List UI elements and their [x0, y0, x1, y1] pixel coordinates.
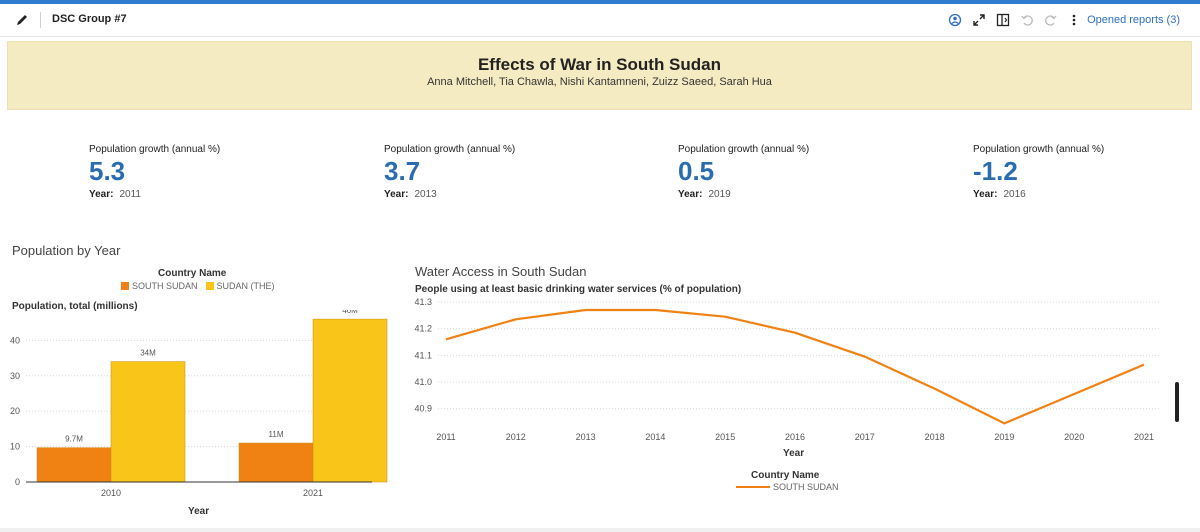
bar-y-axis-title: Population, total (millions)	[12, 301, 138, 312]
legend-label-south-sudan: SOUTH SUDAN	[132, 281, 198, 291]
kpi-label: Population growth (annual %)	[89, 144, 221, 155]
line-chart-title: Water Access in South Sudan	[415, 264, 587, 279]
x-tick-label: 2019	[994, 432, 1014, 442]
kpi-label: Population growth (annual %)	[384, 144, 516, 155]
y-tick-label: 0	[15, 477, 20, 487]
undo-icon[interactable]	[1019, 12, 1035, 28]
data-label: 11M	[269, 430, 284, 439]
kpi-year-label: Year:	[973, 189, 998, 200]
line-legend: SOUTH SUDAN	[736, 482, 839, 492]
kpi-year-value: 2013	[414, 189, 437, 200]
bar-chart-title: Population by Year	[12, 243, 121, 258]
bottom-edge	[0, 528, 1200, 532]
x-tick-label: 2014	[645, 432, 665, 442]
kpi-year: Year: 2016	[973, 189, 1173, 200]
toolbar-divider	[40, 12, 41, 28]
kpi-year-value: 2019	[708, 189, 731, 200]
bar-south-sudan-2010	[36, 447, 112, 483]
line-y-axis-title: People using at least basic drinking wat…	[415, 284, 742, 295]
kpi-year-value: 2011	[119, 189, 141, 200]
y-tick-label: 20	[10, 406, 20, 416]
y-tick-label: 41.1	[414, 350, 432, 360]
kpi-tile[interactable]: Population growth (annual %) 3.7 Year: 20…	[384, 144, 584, 200]
bar-south-sudan-2021	[238, 442, 314, 483]
y-tick-label: 40.9	[414, 404, 432, 414]
bar-legend: SOUTH SUDAN SUDAN (THE)	[121, 281, 275, 291]
kpi-value: 0.5	[678, 156, 715, 186]
y-tick-label: 41.0	[414, 377, 432, 387]
series-line-south-sudan	[445, 308, 1145, 425]
kpi-tile[interactable]: Population growth (annual %) 0.5 Year: 20…	[678, 144, 878, 200]
vertical-scrollbar[interactable]	[1175, 382, 1179, 422]
redo-icon[interactable]	[1043, 12, 1059, 28]
y-tick-label: 41.2	[414, 324, 432, 334]
edit-icon[interactable]	[14, 12, 30, 28]
bar-sudan-the--2010	[110, 361, 186, 483]
report-banner: Effects of War in South Sudan Anna Mitch…	[7, 41, 1192, 110]
panel-toggle-icon[interactable]	[995, 12, 1011, 28]
kpi-value: -1.2	[973, 156, 1018, 186]
kpi-value: 3.7	[384, 156, 421, 186]
kpi-year: Year: 2011	[89, 189, 289, 200]
kpi-label: Population growth (annual %)	[678, 144, 810, 155]
x-tick-label: 2012	[506, 432, 526, 442]
x-tick-label: 2021	[303, 488, 323, 498]
opened-reports-link[interactable]: Opened reports (3)	[1087, 14, 1180, 26]
line-x-axis-title: Year	[783, 448, 805, 459]
banner-title: Effects of War in South Sudan	[477, 55, 722, 74]
data-label: 9.7M	[65, 435, 83, 444]
bar-x-axis-title: Year	[188, 506, 210, 517]
line-legend-title: Country Name	[751, 470, 820, 481]
x-tick-label: 2018	[925, 432, 945, 442]
legend-line-south-sudan	[736, 486, 770, 488]
legend-swatch-south-sudan	[121, 282, 129, 290]
x-tick-label: 2016	[785, 432, 805, 442]
y-tick-label: 40	[10, 335, 20, 345]
x-tick-label: 2010	[101, 488, 121, 498]
kpi-value: 5.3	[89, 156, 126, 186]
bar-legend-title: Country Name	[158, 268, 227, 279]
kpi-year-label: Year:	[384, 189, 409, 200]
legend-label-sudan: SUDAN (THE)	[216, 281, 275, 291]
kpi-year-value: 2016	[1003, 189, 1026, 200]
y-tick-label: 30	[10, 371, 20, 381]
collaborate-icon[interactable]	[947, 12, 963, 28]
population-bar-chart[interactable]: 0 10 20 30 40 9.7M 34M 2010 11M 46M 2021	[0, 310, 400, 500]
kpi-tile[interactable]: Population growth (annual %) -1.2 Year: 2…	[973, 144, 1173, 200]
kpi-year: Year: 2013	[384, 189, 584, 200]
legend-label-south-sudan: SOUTH SUDAN	[773, 482, 839, 492]
data-label: 34M	[140, 349, 156, 358]
water-access-line-chart[interactable]: 40.9 41.0 41.1 41.2 41.3 2011 2012 2013 2014 2015…	[400, 292, 1170, 452]
x-tick-label: 2020	[1064, 432, 1084, 442]
x-tick-label: 2021	[1134, 432, 1154, 442]
x-tick-label: 2011	[436, 432, 455, 442]
kpi-year: Year: 2019	[678, 189, 878, 200]
legend-swatch-sudan	[205, 282, 214, 290]
banner-authors: Anna Mitchell, Tia Chawla, Nishi Kantamn…	[427, 76, 772, 88]
y-tick-label: 41.3	[414, 297, 432, 307]
bar-sudan-the--2021	[312, 318, 388, 483]
kpi-year-label: Year:	[678, 189, 703, 200]
report-toolbar: DSC Group #7 Opened reports (3)	[0, 4, 1200, 37]
kpi-label: Population growth (annual %)	[973, 144, 1105, 155]
x-tick-label: 2017	[855, 432, 875, 442]
x-tick-label: 2013	[576, 432, 596, 442]
more-icon[interactable]	[1066, 12, 1082, 28]
y-tick-label: 10	[10, 442, 20, 452]
kpi-tile[interactable]: Population growth (annual %) 5.3 Year: 20…	[89, 144, 289, 200]
expand-icon[interactable]	[971, 12, 987, 28]
x-tick-label: 2015	[715, 432, 735, 442]
data-label: 46M	[342, 310, 358, 315]
top-accent-stripe	[0, 0, 1200, 4]
kpi-year-label: Year:	[89, 189, 114, 200]
report-title: DSC Group #7	[52, 13, 127, 25]
